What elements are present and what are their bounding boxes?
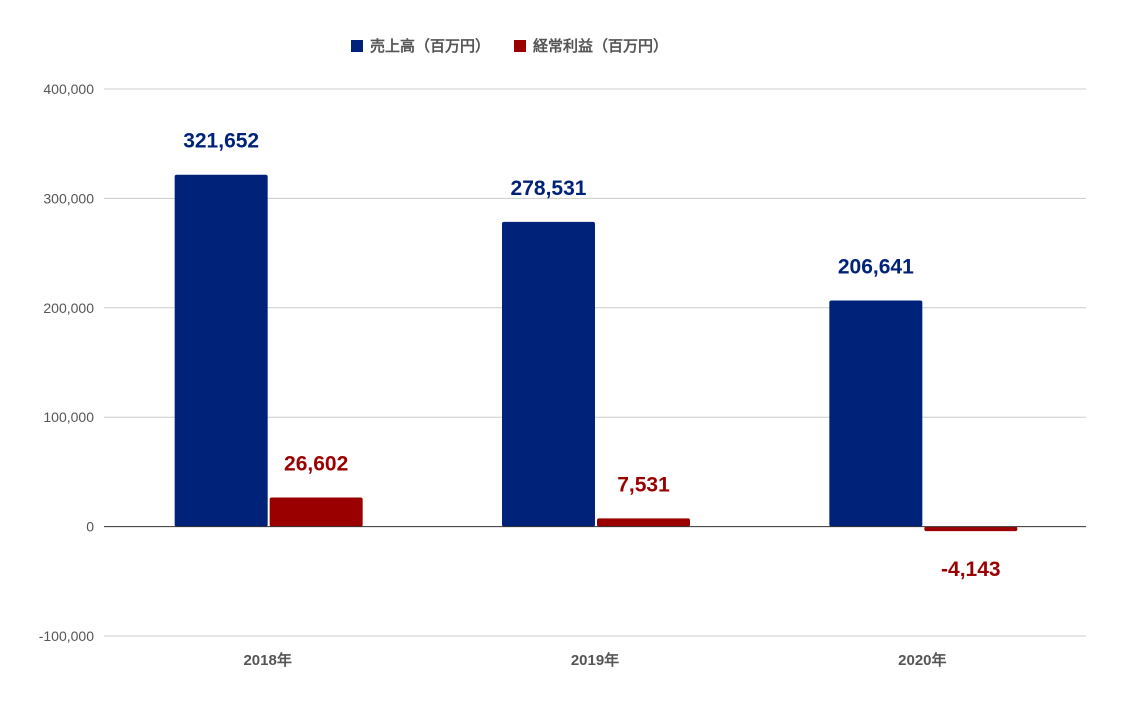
bar-ordinary-profit-0 (269, 497, 363, 527)
y-tick-label: 0 (86, 519, 94, 535)
y-axis-tick-labels: 400,000 300,000 200,000 100,000 0 -100,000 (39, 81, 94, 644)
data-label: 7,531 (617, 473, 670, 496)
y-tick-label: -100,000 (39, 628, 94, 644)
data-label: -4,143 (941, 558, 1001, 581)
x-category-label: 2018年 (243, 651, 291, 669)
x-category-label: 2020年 (898, 651, 946, 669)
data-label: 321,652 (183, 130, 259, 153)
y-tick-label: 200,000 (43, 300, 94, 316)
x-category-label: 2019年 (571, 651, 619, 669)
legend-label: 売上高（百万円） (370, 37, 490, 55)
bar-sales-1 (502, 221, 595, 527)
bar-sales-2 (829, 300, 923, 527)
data-labels: 321,652 26,602 278,531 7,531 206,641 -4,143 (183, 130, 1000, 581)
bar-sales-0 (174, 174, 268, 527)
y-tick-label: 300,000 (43, 190, 94, 206)
y-tick-label: 100,000 (43, 409, 94, 425)
legend-swatch (351, 40, 363, 52)
data-label: 278,531 (511, 177, 587, 200)
data-label: 206,641 (838, 256, 914, 279)
data-label: 26,602 (284, 452, 348, 475)
bars (174, 174, 1018, 532)
bar-ordinary-profit-1 (597, 518, 690, 527)
legend-swatch (514, 40, 526, 52)
legend: 売上高（百万円） 経常利益（百万円） (351, 37, 668, 55)
bar-ordinary-profit-2 (924, 526, 1018, 532)
y-tick-label: 400,000 (43, 81, 94, 97)
legend-label: 経常利益（百万円） (533, 37, 668, 55)
